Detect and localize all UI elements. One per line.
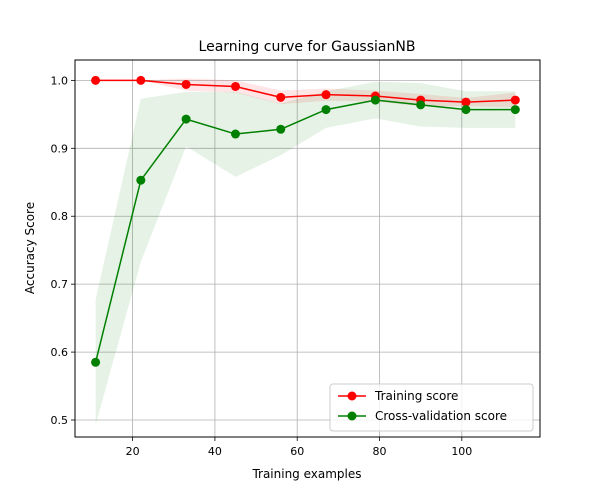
series-lines [94, 79, 516, 363]
x-tick-label: 40 [208, 445, 222, 458]
x-tick-label: 60 [290, 445, 304, 458]
chart-title: Learning curve for GaussianNB [199, 39, 416, 55]
cross-validation-point [276, 124, 286, 134]
cross-validation-point [416, 100, 426, 110]
legend-cv-marker [347, 411, 357, 421]
training-point [91, 75, 101, 85]
cross-validation-band [95, 81, 516, 425]
training-point [510, 95, 520, 105]
cross-validation-point [461, 105, 471, 115]
training-point [181, 79, 191, 89]
legend-training-label: Training score [374, 389, 458, 403]
y-tick-label: 0.9 [51, 142, 69, 155]
cross-validation-point [321, 105, 331, 115]
cross-validation-point [91, 357, 101, 367]
y-axis-label: Accuracy Score [23, 202, 37, 294]
training-point [276, 92, 286, 102]
axis-ticks: 20 40 60 80 100 0.5 0.6 0.7 0.8 0.9 1.0 [51, 74, 473, 458]
y-tick-label: 0.8 [51, 210, 69, 223]
y-tick-label: 0.5 [51, 414, 69, 427]
legend-cv-label: Cross-validation score [375, 409, 507, 423]
cross-validation-point [181, 114, 191, 124]
cross-validation-point [230, 129, 240, 139]
y-tick-label: 0.7 [51, 278, 69, 291]
y-tick-label: 1.0 [51, 74, 69, 87]
legend-training-marker [347, 391, 357, 401]
training-point [461, 97, 471, 107]
x-axis-label: Training examples [251, 467, 361, 481]
training-point [321, 90, 331, 100]
cross-validation-point [370, 95, 380, 105]
legend: Training score Cross-validation score [329, 383, 534, 432]
plot-area-frame [74, 59, 541, 438]
cross-validation-point [136, 175, 146, 185]
x-tick-label: 100 [451, 445, 472, 458]
y-tick-label: 0.6 [51, 346, 69, 359]
series-points [91, 75, 520, 367]
cross-validation-point [510, 105, 520, 115]
cross-validation-line [94, 99, 516, 363]
legend-box [329, 383, 534, 432]
training-point [230, 81, 240, 91]
training-point [136, 75, 146, 85]
x-tick-label: 20 [126, 445, 140, 458]
x-tick-label: 80 [373, 445, 387, 458]
training-line [95, 79, 516, 103]
